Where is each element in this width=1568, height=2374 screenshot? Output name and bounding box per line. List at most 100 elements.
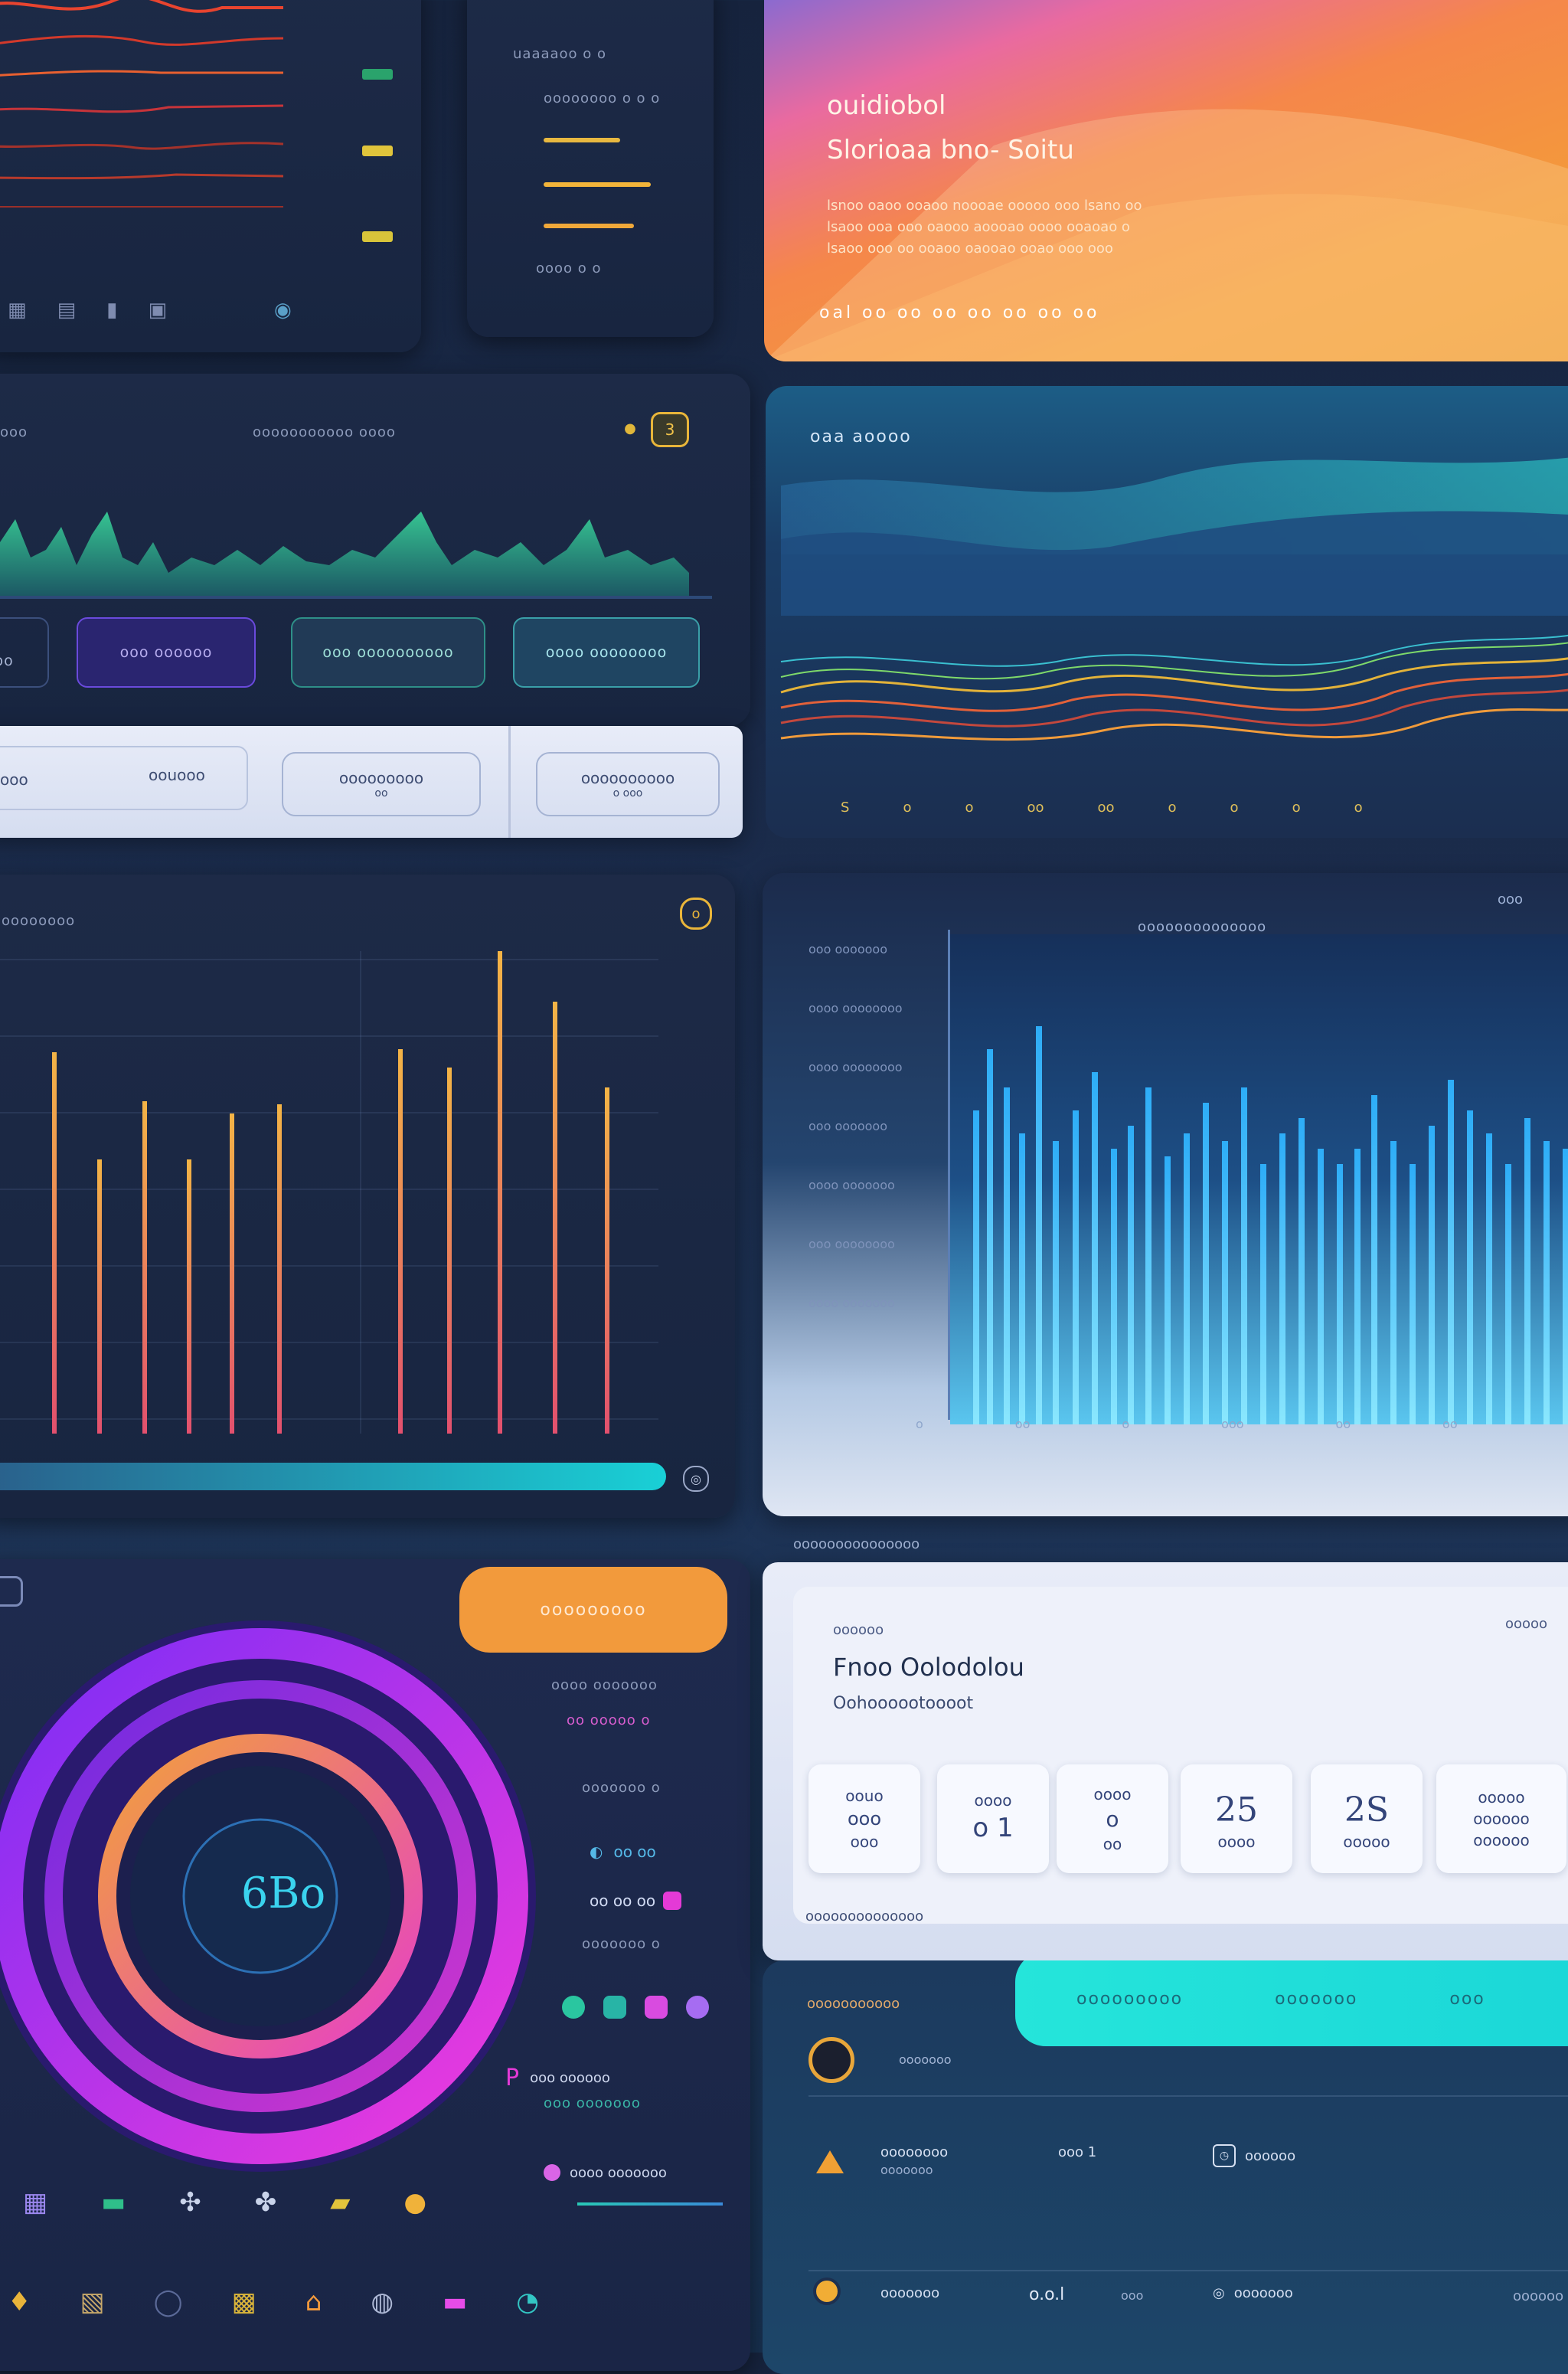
x-axis: o oo o ooo oo oo [916,1417,1458,1431]
grid-icon[interactable]: ▦ [8,299,27,322]
tile-bottom: ooooo [1343,1832,1390,1851]
activity-panel: ooooooooooo ooooooooo ooooooo ooo oooooo… [763,1960,1568,2374]
primary-button[interactable]: ooooooooo [459,1567,727,1653]
input-field[interactable]: oooooooooo o ooo [536,752,720,816]
input-field[interactable] [0,746,248,810]
bell-icon[interactable]: ♦ [8,2287,31,2317]
status-dot[interactable] [686,1996,709,2019]
tile-bottom: oooo [1217,1832,1256,1851]
tile-bottom: ooo [850,1833,879,1851]
stat-tile[interactable]: oooo o oo [1057,1764,1168,1873]
action-button[interactable]: ooooooooo ooooooo ooo [1015,1960,1568,2046]
legend-marker [362,146,393,156]
status-dot[interactable] [603,1996,626,2019]
circle-icon[interactable]: ◯ [153,2287,183,2317]
list-item-value: o.o.l [1029,2285,1065,2304]
image-icon[interactable]: ▣ [148,299,168,322]
stat-tile[interactable]: ooooo oooooo oooooo [1436,1764,1566,1873]
legend-icon: P [505,2065,520,2091]
button-item: ooo [1449,1989,1485,2009]
stat-tile[interactable]: 25 oooo [1181,1764,1292,1873]
x-tick: oo [1027,800,1044,816]
legend-row: P ooo oooooo [505,2065,610,2091]
color-swatch-row: oo oo oo [590,1892,682,1910]
gridline [0,1035,658,1037]
note-icon[interactable]: ▩ [231,2287,256,2317]
list-item-tag[interactable]: ◷ oooooo [1213,2144,1295,2167]
tile-top: oooo [974,1791,1012,1810]
stat-tile[interactable]: oouo ooo ooo [808,1764,920,1873]
link-icon[interactable]: ✣ [179,2187,201,2218]
list-row[interactable]: uaaaaoo o o [513,46,607,62]
list-item-tag[interactable]: ◎ ooooooo [1213,2285,1293,2301]
info-badge[interactable]: o [680,898,712,930]
tile-value: 25 [1215,1790,1258,1830]
hero-subtitle: Slorioaa bno- Soitu [827,135,1074,165]
grid-icon[interactable]: ▧ [80,2287,105,2317]
bookmark-icon[interactable]: ▮ [106,299,118,322]
media-icon[interactable]: ▬ [443,2287,468,2317]
search-icon[interactable]: ◍ [371,2287,394,2317]
bar-chart [52,951,609,1434]
legend-marker [362,69,393,80]
coin-icon[interactable] [813,2278,841,2305]
tile-bottom: oo [1102,1834,1122,1853]
spike-chart-panel: oooooooooooooo ooo ooo ooooooo oooo oooo… [763,873,1568,1516]
stat-row[interactable]: ooooooo o [582,1780,661,1796]
stat-chip[interactable]: ooo oooooo [77,617,256,688]
hero-footer[interactable]: oal oo oo oo oo oo oo oo [819,303,1100,322]
home-icon[interactable]: ⌂ [305,2287,322,2317]
list-item-sub: ooooooo [880,2163,933,2177]
list-row[interactable]: oooooooo o o o [544,90,661,106]
stat-row[interactable]: oooo ooooooo [551,1677,658,1693]
legend-dot [544,2164,560,2181]
hero-glow [764,109,1568,361]
alert-icon[interactable] [816,2150,844,2173]
divider [808,2095,1568,2097]
avatar[interactable] [808,2037,854,2083]
chart-icon[interactable]: ✤ [254,2187,277,2218]
camera-icon[interactable]: ◉ [274,299,292,322]
settings-icon[interactable]: ◎ [683,1466,709,1492]
scroll-track[interactable] [0,1463,666,1490]
calendar-icon[interactable]: ▦ [23,2187,48,2218]
tile-bottom: oooooo [1473,1831,1530,1849]
status-dot[interactable] [645,1996,668,2019]
settings-icon[interactable]: ◔ [516,2287,539,2317]
info-icon[interactable]: ● [624,420,636,437]
stat-chip[interactable]: ooo oooooooooo [291,617,485,688]
stat-chip[interactable]: oooo oooooooo [513,617,700,688]
gridline [0,1418,658,1420]
list-row[interactable]: oooo o o [536,260,602,276]
icon-row: ▦ ▬ ✣ ✤ ▰ ● [23,2187,426,2218]
tag-label: ooooooo [1233,2285,1293,2301]
input-field-sub: o ooo [612,787,643,800]
table-icon[interactable]: ▤ [57,299,77,322]
input-field[interactable]: ooooooooo oo [282,752,481,816]
button-item: ooooooooo [1076,1989,1184,2009]
notification-badge[interactable]: 3 [651,412,689,447]
y-tick: ooo ooooooo [808,1119,887,1133]
stat-row[interactable]: oo ooooo o [567,1712,651,1728]
x-tick: o [1292,800,1301,816]
progress-bar [544,182,651,187]
x-tick: o [916,1417,923,1431]
y-tick: oooo oooooooo [808,1060,903,1074]
tile-top: oouo [845,1787,884,1805]
coin-icon[interactable]: ● [403,2187,427,2218]
menu-icon[interactable] [0,1576,23,1607]
stat-row[interactable]: ooooooo o [582,1936,661,1952]
list-item-label[interactable]: oooooooo [880,2144,949,2160]
card-icon[interactable]: ▰ [330,2187,351,2218]
stat-tile[interactable]: oooo o 1 [937,1764,1049,1873]
toggle-icon[interactable]: ◐ [590,1843,603,1861]
status-dot[interactable] [562,1996,585,2019]
list-item-label[interactable]: ooooooo [880,2285,940,2301]
stat-tile[interactable]: 2S ooooo [1311,1764,1423,1873]
panel-header-right: ooo [1498,891,1524,907]
list-item-label[interactable]: ooooooo [899,2052,952,2067]
wallet-icon[interactable]: ▬ [101,2187,126,2218]
tile-value: o [1106,1806,1119,1832]
swatch-icon[interactable] [663,1892,682,1910]
stat-chip[interactable]: ooo oooooo [0,617,49,688]
